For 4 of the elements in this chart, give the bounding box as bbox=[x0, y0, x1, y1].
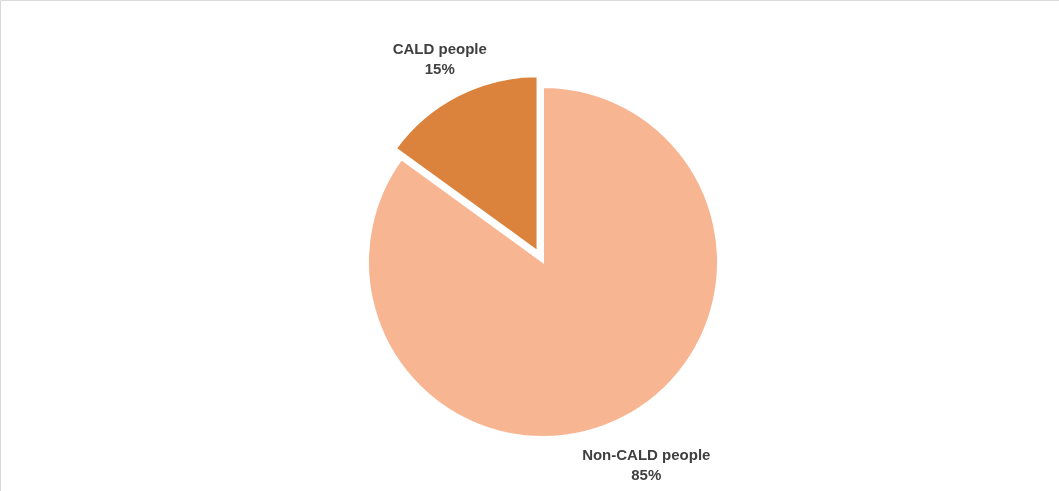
data-label: 15% bbox=[424, 60, 455, 78]
data-label: 85% bbox=[631, 465, 662, 483]
slice-label: CALD people bbox=[392, 40, 487, 58]
slice-label: Non-CALD people bbox=[582, 445, 711, 463]
